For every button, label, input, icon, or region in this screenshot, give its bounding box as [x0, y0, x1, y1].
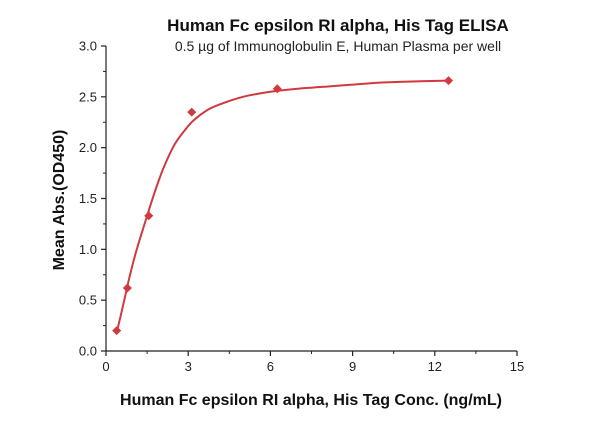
y-tick-label: 0.5	[79, 293, 97, 308]
data-point-diamond	[122, 283, 132, 293]
data-point-diamond	[272, 84, 282, 94]
x-tick-label: 9	[349, 359, 356, 374]
data-point-diamond	[112, 326, 122, 336]
y-tick-label: 0.0	[79, 344, 97, 359]
axes	[105, 46, 517, 352]
data-points	[112, 76, 453, 336]
chart-subtitle: 0.5 µg of Immunoglobulin E, Human Plasma…	[175, 38, 501, 54]
x-tick-label: 0	[102, 359, 109, 374]
x-ticks: 0 3 6 9 12 15	[102, 351, 524, 374]
y-tick-label: 1.5	[79, 191, 97, 206]
x-tick-label: 3	[185, 359, 192, 374]
y-ticks: 0.0 0.5 1.0 1.5 2.0 2.5 3.0	[79, 39, 106, 359]
y-tick-label: 1.0	[79, 242, 97, 257]
chart-title: Human Fc epsilon RI alpha, His Tag ELISA	[167, 16, 509, 35]
y-tick-label: 2.5	[79, 89, 97, 104]
x-tick-label: 6	[267, 359, 274, 374]
y-tick-label: 2.0	[79, 140, 97, 155]
data-point-diamond	[144, 211, 154, 221]
data-point-diamond	[187, 107, 197, 117]
x-axis-label: Human Fc epsilon RI alpha, His Tag Conc.…	[120, 392, 502, 409]
data-point-diamond	[444, 76, 453, 86]
y-tick-label: 3.0	[79, 39, 97, 54]
x-tick-label: 15	[510, 359, 524, 374]
x-tick-label: 12	[428, 359, 442, 374]
y-axis-label: Mean Abs.(OD450)	[51, 130, 68, 271]
fit-curve	[115, 79, 449, 333]
